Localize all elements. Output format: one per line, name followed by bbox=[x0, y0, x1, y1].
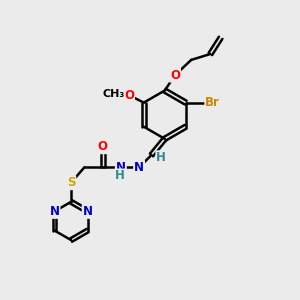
Text: CH₃: CH₃ bbox=[103, 89, 125, 99]
Text: O: O bbox=[98, 140, 108, 153]
Text: N: N bbox=[134, 161, 144, 174]
Text: N: N bbox=[50, 205, 59, 218]
Text: S: S bbox=[67, 176, 75, 189]
Text: N: N bbox=[116, 161, 126, 174]
Text: H: H bbox=[156, 151, 166, 164]
Text: N: N bbox=[83, 205, 93, 218]
Text: Br: Br bbox=[205, 96, 220, 109]
Text: O: O bbox=[124, 89, 134, 102]
Text: H: H bbox=[115, 169, 125, 182]
Text: O: O bbox=[170, 69, 180, 82]
